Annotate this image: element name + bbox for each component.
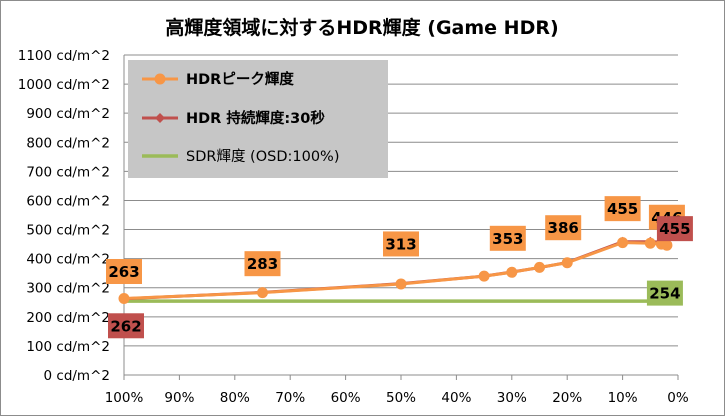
- data-point-peak: [661, 239, 673, 251]
- legend: HDRピーク輝度 HDR 持続輝度:30秒 SDR輝度 (OSD:100%): [128, 60, 388, 178]
- data-label-text: 313: [385, 235, 416, 253]
- data-label-text: 254: [649, 285, 680, 303]
- y-tick-label: 700 cd/m^2: [26, 164, 110, 180]
- legend-label-1: HDRピーク輝度: [186, 70, 294, 88]
- x-tick-label: 20%: [552, 390, 582, 406]
- x-tick-label: 100%: [105, 390, 144, 406]
- data-label: 263: [106, 258, 142, 284]
- data-label: 262: [108, 313, 144, 339]
- y-tick-label: 100 cd/m^2: [26, 339, 110, 355]
- x-tick-label: 30%: [497, 390, 527, 406]
- data-label-text: 263: [108, 263, 139, 281]
- legend-label-3: SDR輝度 (OSD:100%): [186, 148, 340, 165]
- data-point-peak: [506, 266, 518, 278]
- data-label: 353: [489, 225, 526, 251]
- y-tick-label: 300 cd/m^2: [26, 281, 110, 297]
- legend-label-2: HDR 持続輝度:30秒: [186, 109, 325, 127]
- data-label-bg: [106, 258, 142, 284]
- data-label-text: 455: [659, 220, 690, 238]
- data-label: 254: [646, 280, 683, 306]
- y-tick-label: 900 cd/m^2: [26, 106, 110, 122]
- data-point-peak: [257, 287, 268, 299]
- data-label-text: 386: [548, 219, 579, 237]
- y-tick-label: 1000 cd/m^2: [18, 77, 110, 93]
- x-tick-label: 60%: [331, 390, 361, 406]
- x-tick-label: 50%: [386, 390, 416, 406]
- data-point-peak: [478, 270, 490, 282]
- x-tick-label: 10%: [608, 390, 638, 406]
- x-tick-label: 40%: [441, 390, 471, 406]
- x-tick-label: 70%: [275, 390, 305, 406]
- axes-layer: 0 cd/m^2 100 cd/m^2 200 cd/m^2 300 cd/m^2 40…: [18, 48, 689, 406]
- data-label-bg: [545, 215, 582, 241]
- x-tick-label: 0%: [667, 390, 689, 406]
- data-label-bg: [244, 251, 281, 277]
- data-label: 455: [656, 216, 693, 242]
- data-label-bg: [646, 280, 683, 306]
- data-label: 283: [244, 251, 281, 277]
- y-tick-label: 1100 cd/m^2: [18, 48, 110, 64]
- data-label-bg: [108, 313, 144, 339]
- data-point-peak: [534, 261, 545, 273]
- data-label: 313: [383, 231, 419, 257]
- x-tick-label: 90%: [164, 390, 194, 406]
- x-tick-label: 80%: [220, 390, 250, 406]
- data-label-text: 353: [492, 230, 523, 248]
- y-tick-label: 400 cd/m^2: [26, 252, 110, 268]
- data-point-peak: [617, 237, 629, 249]
- data-point-peak: [118, 292, 130, 304]
- data-label: 455: [604, 196, 641, 222]
- chart-title: 高輝度領域に対するHDR輝度 (Game HDR): [165, 16, 558, 39]
- data-label-bg: [489, 225, 526, 251]
- data-label-text: 262: [110, 317, 141, 335]
- y-tick-label: 500 cd/m^2: [26, 223, 110, 239]
- data-label-bg: [383, 231, 419, 257]
- data-point-peak: [395, 278, 407, 290]
- data-point-peak: [644, 237, 656, 249]
- y-tick-label: 200 cd/m^2: [26, 310, 110, 326]
- series-layer: [118, 236, 673, 304]
- data-label-text: 455: [607, 200, 638, 218]
- data-label-bg: [656, 216, 693, 242]
- data-label-text: 283: [247, 255, 278, 273]
- data-point-peak: [561, 257, 573, 269]
- data-label-bg: [604, 196, 641, 222]
- y-tick-label: 600 cd/m^2: [26, 193, 110, 209]
- y-tick-label: 0 cd/m^2: [44, 368, 110, 384]
- legend-marker-diamond: [155, 113, 165, 123]
- legend-marker-circle: [154, 73, 166, 85]
- data-label: 386: [545, 215, 582, 241]
- data-labels-layer: 263283313353386455446262455254: [106, 196, 693, 339]
- y-tick-label: 800 cd/m^2: [26, 135, 110, 151]
